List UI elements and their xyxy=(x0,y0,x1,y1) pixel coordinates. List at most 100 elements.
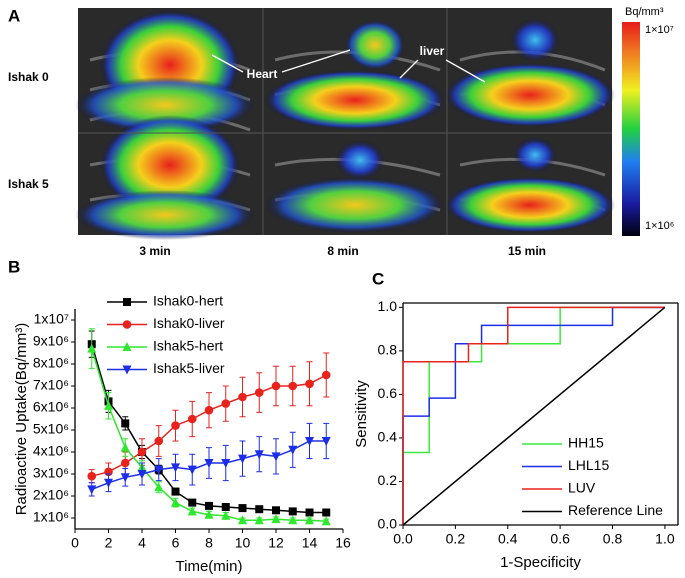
y-tick-label: 0.6 xyxy=(378,385,398,401)
data-point xyxy=(271,514,281,524)
panel-label: B xyxy=(8,257,20,276)
row-label: Ishak 0 xyxy=(8,70,49,84)
legend-marker xyxy=(122,342,132,351)
legend-label: Ishak5-liver xyxy=(153,360,225,376)
data-point xyxy=(204,459,214,468)
data-point xyxy=(221,510,231,520)
data-point xyxy=(137,470,147,479)
panel-a-images xyxy=(75,8,615,240)
x-tick-label: 4 xyxy=(138,535,146,551)
row-label: Ishak 5 xyxy=(8,177,49,191)
data-point xyxy=(288,507,297,516)
x-tick-label: 0 xyxy=(71,535,79,551)
data-point xyxy=(188,498,197,507)
data-point xyxy=(154,465,164,475)
data-point xyxy=(288,445,298,455)
x-tick-label: 8 xyxy=(205,535,213,551)
data-point xyxy=(137,447,147,457)
data-point xyxy=(305,508,314,517)
data-point xyxy=(171,497,180,507)
data-point xyxy=(121,419,130,428)
data-point xyxy=(187,506,197,516)
x-axis-label: Time(min) xyxy=(176,558,243,575)
data-point xyxy=(305,379,314,389)
legend-label: LUV xyxy=(568,480,596,496)
series-line xyxy=(402,306,665,525)
colorbar-min: 1×10⁶ xyxy=(645,220,674,232)
y-tick-label: 9x10⁶ xyxy=(33,333,69,349)
y-tick-label: 1x10⁷ xyxy=(34,311,69,327)
data-point xyxy=(321,370,331,380)
y-tick-label: 6x10⁶ xyxy=(33,399,69,415)
data-point xyxy=(238,454,247,464)
data-point xyxy=(171,487,180,496)
x-tick-label: 0.6 xyxy=(550,531,570,547)
data-point xyxy=(205,501,213,510)
legend-label: Ishak0-hert xyxy=(153,293,223,309)
y-tick-label: 8x10⁶ xyxy=(33,355,69,371)
y-tick-label: 0.0 xyxy=(378,516,398,532)
x-tick-label: 0.0 xyxy=(393,531,413,547)
legend-label: Reference Line xyxy=(568,502,663,518)
legend-marker xyxy=(123,298,131,306)
data-point xyxy=(321,437,331,446)
data-point xyxy=(104,478,113,488)
data-point xyxy=(120,473,130,483)
colorbar-max: 1×10⁷ xyxy=(645,24,674,36)
data-point xyxy=(321,516,331,526)
data-point xyxy=(288,381,298,391)
data-point xyxy=(187,414,197,424)
data-point xyxy=(271,452,281,462)
x-tick-label: 0.8 xyxy=(603,531,623,547)
data-point xyxy=(271,381,281,391)
data-point xyxy=(204,509,214,519)
column-label: 8 min xyxy=(327,244,358,258)
data-point xyxy=(238,515,247,525)
colorbar xyxy=(622,22,640,236)
x-tick-label: 10 xyxy=(235,535,251,551)
legend-label: LHL15 xyxy=(568,457,609,473)
x-tick-label: 14 xyxy=(302,535,318,551)
data-point xyxy=(171,421,180,430)
panel-label: A xyxy=(8,6,20,25)
x-tick-label: 1.0 xyxy=(655,531,675,547)
y-tick-label: 2x10⁶ xyxy=(33,487,69,503)
legend-label: Ishak5-hert xyxy=(153,338,223,354)
data-point xyxy=(204,405,214,415)
y-tick-label: 4x10⁶ xyxy=(33,443,69,459)
y-tick-label: 1x10⁶ xyxy=(33,509,69,525)
legend-marker xyxy=(122,365,132,375)
series-line xyxy=(402,306,666,526)
annotation: liver xyxy=(420,44,445,58)
data-point xyxy=(187,465,197,475)
y-tick-label: 3x10⁶ xyxy=(33,465,69,481)
data-point xyxy=(254,515,264,525)
column-label: 3 min xyxy=(139,244,170,258)
data-point xyxy=(154,482,164,492)
data-point xyxy=(272,506,280,515)
data-point xyxy=(238,504,247,513)
data-point xyxy=(288,515,298,525)
y-tick-label: 1.0 xyxy=(378,298,398,314)
column-label: 15 min xyxy=(508,244,546,258)
y-tick-label: 5x10⁶ xyxy=(33,421,69,437)
data-point xyxy=(87,485,97,495)
x-tick-label: 16 xyxy=(335,535,351,551)
data-point xyxy=(322,508,331,517)
data-point xyxy=(120,442,130,452)
data-point xyxy=(171,463,180,473)
data-point xyxy=(87,343,97,353)
data-point xyxy=(120,458,130,468)
y-tick-label: 7x10⁶ xyxy=(33,377,69,393)
data-point xyxy=(254,450,264,460)
x-tick-label: 2 xyxy=(105,535,113,551)
legend-label: HH15 xyxy=(568,435,604,451)
panel-label: C xyxy=(372,269,384,288)
data-point xyxy=(104,400,113,410)
x-tick-label: 6 xyxy=(172,535,180,551)
x-tick-label: 0.4 xyxy=(498,531,518,547)
x-axis-label: 1-Specificity xyxy=(500,554,581,571)
legend-marker xyxy=(122,320,132,329)
annotation: Heart xyxy=(247,67,278,81)
series-line xyxy=(402,306,665,525)
